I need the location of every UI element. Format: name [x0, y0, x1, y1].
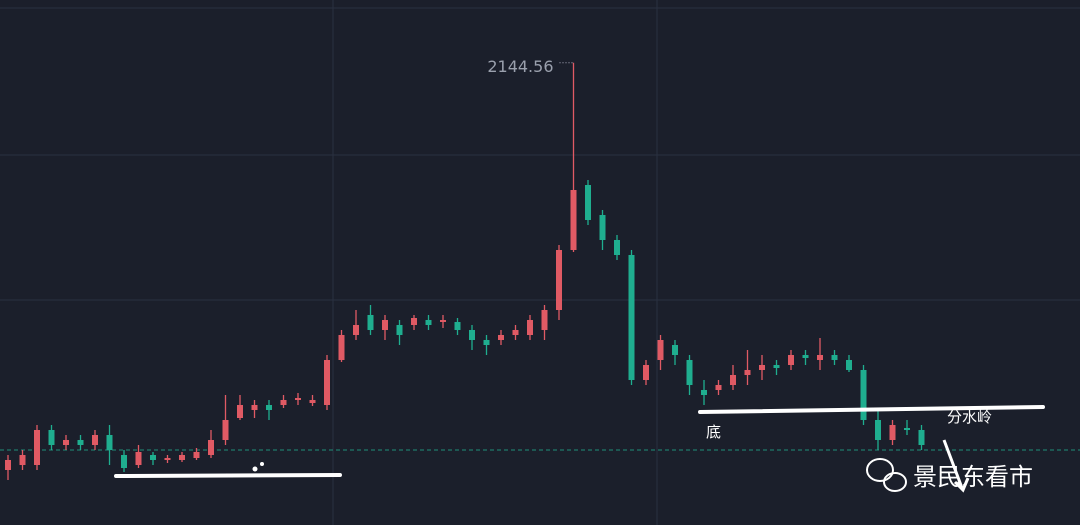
candle-body	[541, 310, 548, 330]
candle-body	[643, 365, 649, 380]
candle-body	[585, 185, 591, 220]
candle-body	[701, 390, 707, 395]
hand-dot	[252, 466, 258, 472]
candle-body	[527, 320, 533, 335]
candle-body	[788, 355, 794, 365]
candle-body	[498, 335, 504, 340]
candle-body	[396, 325, 403, 335]
candle-body	[875, 420, 881, 440]
candle-body	[918, 430, 925, 445]
candle-body	[135, 452, 142, 465]
candle-body	[324, 360, 330, 405]
candle-body	[512, 330, 519, 335]
candle-body	[411, 318, 417, 325]
candle-body	[686, 360, 693, 385]
candle-body	[164, 458, 171, 460]
candle-body	[440, 320, 446, 322]
candle-body	[63, 440, 69, 445]
hand-line	[114, 473, 342, 478]
candle-body	[556, 250, 562, 310]
candle-body	[817, 355, 823, 360]
watermark: 景民东看市	[913, 463, 1033, 491]
candle-body	[744, 370, 751, 375]
candle-body	[237, 405, 243, 418]
hand-dot	[260, 462, 264, 466]
candle-body	[773, 365, 780, 368]
candle-body	[483, 340, 490, 345]
candle-body	[309, 400, 316, 403]
candle-body	[77, 440, 84, 445]
candle-body	[657, 340, 664, 360]
candle-body	[614, 240, 620, 255]
candle-body	[48, 430, 55, 445]
candle-body	[425, 320, 432, 325]
candle-body	[831, 355, 838, 360]
candle-body	[266, 405, 272, 410]
candle-body	[570, 190, 577, 250]
candle-body	[338, 335, 345, 360]
max-price-label: 2144.56	[487, 57, 553, 76]
candle-body	[382, 320, 388, 330]
candle-body	[469, 330, 475, 340]
candle-body	[759, 365, 765, 370]
candle-body	[150, 455, 156, 460]
candle-body	[208, 440, 214, 455]
candle-body	[92, 435, 98, 445]
candle-body	[367, 315, 374, 330]
hand-arrow	[942, 439, 970, 493]
candle-body	[599, 215, 606, 240]
candle-body	[672, 345, 678, 355]
candle-body	[295, 398, 301, 400]
candle-body	[179, 455, 185, 460]
hand-line	[698, 405, 1045, 414]
candle-body	[904, 428, 910, 430]
annotation: 分水岭	[947, 408, 992, 426]
candle-body	[353, 325, 359, 335]
candle-body	[454, 322, 461, 330]
candle-body	[628, 255, 635, 380]
candle-body	[19, 455, 26, 465]
candle-body	[222, 420, 229, 440]
candle-body	[860, 370, 867, 420]
candle-body	[730, 375, 736, 385]
candle-body	[802, 355, 809, 358]
candle-body	[715, 385, 722, 390]
candle-body	[193, 452, 200, 458]
annotation: 底	[706, 423, 721, 441]
watermark-icon	[866, 458, 907, 492]
candle-body	[34, 430, 40, 465]
candle-body	[846, 360, 852, 370]
candle-body	[280, 400, 287, 405]
candle-body	[889, 425, 896, 440]
candle-body	[251, 405, 258, 410]
candle-body	[106, 435, 113, 450]
candle-body	[121, 455, 127, 468]
candle-body	[5, 460, 11, 470]
